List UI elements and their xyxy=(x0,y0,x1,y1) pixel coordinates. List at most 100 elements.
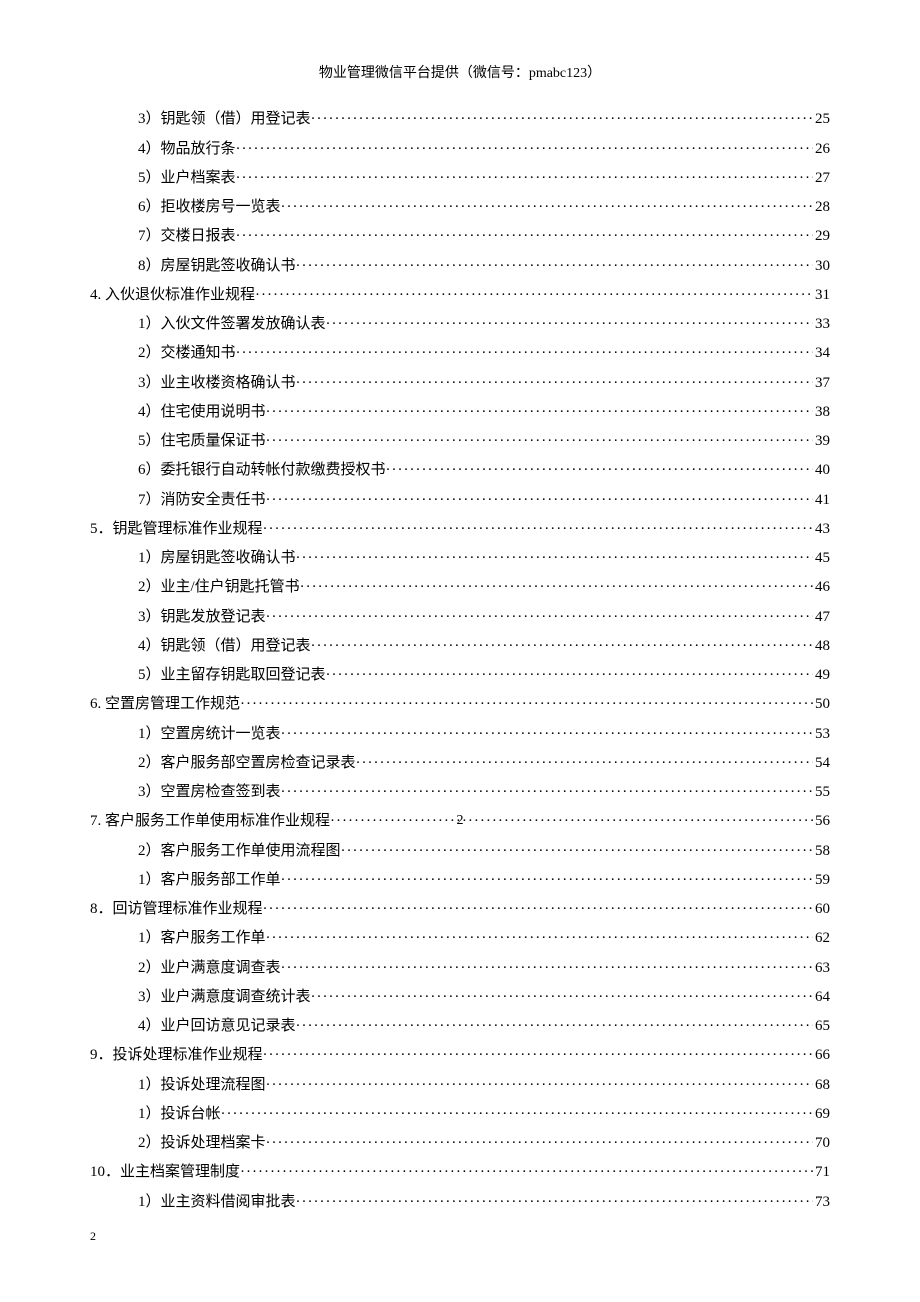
toc-leader-dots xyxy=(311,105,813,134)
toc-leader-dots xyxy=(240,690,813,719)
toc-text: 8）房屋钥匙签收确认书 xyxy=(138,252,296,281)
toc-text: 3）钥匙领（借）用登记表 xyxy=(138,105,311,134)
toc-text: 5．钥匙管理标准作业规程 xyxy=(90,515,263,544)
toc-page-number: 68 xyxy=(813,1071,830,1100)
center-page-number: 2 xyxy=(457,807,464,834)
toc-subitem: 4）钥匙领（借）用登记表48 xyxy=(90,632,830,661)
toc-text: 5）住宅质量保证书 xyxy=(138,427,266,456)
toc-page-number: 43 xyxy=(813,515,830,544)
toc-text: 1）投诉处理流程图 xyxy=(138,1071,266,1100)
toc-text: 1）空置房统计一览表 xyxy=(138,720,281,749)
toc-text: 1）业主资料借阅审批表 xyxy=(138,1188,296,1217)
toc-page-number: 38 xyxy=(813,398,830,427)
toc-subitem: 4）物品放行条26 xyxy=(90,135,830,164)
toc-leader-dots xyxy=(236,339,813,368)
toc-leader-dots xyxy=(281,866,813,895)
toc-section: 4. 入伙退伙标准作业规程31 xyxy=(90,281,830,310)
toc-page-number: 71 xyxy=(813,1158,830,1187)
toc-page-number: 26 xyxy=(813,135,830,164)
toc-leader-dots xyxy=(281,193,813,222)
toc-subitem: 1）空置房统计一览表 53 xyxy=(90,720,830,749)
toc-leader-dots xyxy=(266,427,813,456)
toc-section: 7. 客户服务工作单使用标准作业规程562 xyxy=(90,807,830,836)
toc-text: 1）客户服务部工作单 xyxy=(138,866,281,895)
toc-text: 3）业主收楼资格确认书 xyxy=(138,369,296,398)
toc-page-number: 65 xyxy=(813,1012,830,1041)
toc-page-number: 34 xyxy=(813,339,830,368)
toc-text: 1）客户服务工作单 xyxy=(138,924,266,953)
toc-leader-dots xyxy=(263,1041,813,1070)
toc-leader-dots xyxy=(330,807,813,836)
toc-page-number: 47 xyxy=(813,603,830,632)
toc-leader-dots xyxy=(236,164,813,193)
toc-section: 10．业主档案管理制度71 xyxy=(90,1158,830,1187)
toc-leader-dots xyxy=(266,1071,813,1100)
toc-page-number: 50 xyxy=(813,690,830,719)
toc-subitem: 2）业户满意度调查表 63 xyxy=(90,954,830,983)
toc-page-number: 33 xyxy=(813,310,830,339)
toc-section: 9．投诉处理标准作业规程66 xyxy=(90,1041,830,1070)
toc-text: 5）业主留存钥匙取回登记表 xyxy=(138,661,326,690)
toc-page-number: 25 xyxy=(813,105,830,134)
toc-leader-dots xyxy=(266,924,813,953)
toc-leader-dots xyxy=(281,778,813,807)
toc-text: 2）客户服务部空置房检查记录表 xyxy=(138,749,356,778)
toc-leader-dots xyxy=(221,1100,813,1129)
toc-subitem: 7）消防安全责任书41 xyxy=(90,486,830,515)
toc-text: 1）房屋钥匙签收确认书 xyxy=(138,544,296,573)
toc-leader-dots xyxy=(266,398,813,427)
toc-text: 2）业主/住户钥匙托管书 xyxy=(138,573,300,602)
toc-subitem: 6）委托银行自动转帐付款缴费授权书40 xyxy=(90,456,830,485)
toc-subitem: 2）业主/住户钥匙托管书 46 xyxy=(90,573,830,602)
toc-leader-dots xyxy=(326,310,813,339)
toc-leader-dots xyxy=(296,544,813,573)
toc-leader-dots xyxy=(326,661,813,690)
toc-page-number: 31 xyxy=(813,281,830,310)
toc-leader-dots xyxy=(263,895,813,924)
toc-text: 2）客户服务工作单使用流程图 xyxy=(138,837,341,866)
toc-leader-dots xyxy=(266,603,813,632)
toc-text: 6）拒收楼房号一览表 xyxy=(138,193,281,222)
toc-subitem: 1）投诉处理流程图 68 xyxy=(90,1071,830,1100)
toc-text: 2）交楼通知书 xyxy=(138,339,236,368)
toc-subitem: 4）业户回访意见记录表65 xyxy=(90,1012,830,1041)
toc-leader-dots xyxy=(266,486,813,515)
toc-page-number: 48 xyxy=(813,632,830,661)
toc-page-number: 54 xyxy=(813,749,830,778)
toc-page-number: 62 xyxy=(813,924,830,953)
toc-subitem: 2）客户服务部空置房检查记录表 54 xyxy=(90,749,830,778)
toc-subitem: 1）客户服务部工作单59 xyxy=(90,866,830,895)
toc-subitem: 2）交楼通知书 34 xyxy=(90,339,830,368)
toc-page-number: 40 xyxy=(813,456,830,485)
toc-leader-dots xyxy=(255,281,813,310)
toc-leader-dots xyxy=(341,837,813,866)
toc-page-number: 46 xyxy=(813,573,830,602)
toc-leader-dots xyxy=(236,222,813,251)
toc-leader-dots xyxy=(311,632,813,661)
toc-subitem: 5）业户档案表27 xyxy=(90,164,830,193)
toc-subitem: 1）房屋钥匙签收确认书45 xyxy=(90,544,830,573)
toc-leader-dots xyxy=(386,456,813,485)
toc-page-number: 28 xyxy=(813,193,830,222)
toc-page-number: 63 xyxy=(813,954,830,983)
toc-page-number: 70 xyxy=(813,1129,830,1158)
toc-page-number: 60 xyxy=(813,895,830,924)
toc-subitem: 3）钥匙发放登记表47 xyxy=(90,603,830,632)
toc-leader-dots xyxy=(281,954,813,983)
toc-subitem: 3）空置房检查签到表55 xyxy=(90,778,830,807)
toc-subitem: 1）投诉台帐69 xyxy=(90,1100,830,1129)
toc-subitem: 5）住宅质量保证书39 xyxy=(90,427,830,456)
toc-text: 4）住宅使用说明书 xyxy=(138,398,266,427)
toc-text: 2）业户满意度调查表 xyxy=(138,954,281,983)
toc-leader-dots xyxy=(311,983,813,1012)
toc-leader-dots xyxy=(296,252,813,281)
toc-subitem: 8）房屋钥匙签收确认书30 xyxy=(90,252,830,281)
toc-page-number: 29 xyxy=(813,222,830,251)
toc-subitem: 3）钥匙领（借）用登记表 25 xyxy=(90,105,830,134)
toc-leader-dots xyxy=(281,720,813,749)
toc-subitem: 3）业户满意度调查统计表64 xyxy=(90,983,830,1012)
toc-text: 7）交楼日报表 xyxy=(138,222,236,251)
toc-section: 6. 空置房管理工作规范50 xyxy=(90,690,830,719)
toc-leader-dots xyxy=(300,573,813,602)
toc-page-number: 53 xyxy=(813,720,830,749)
